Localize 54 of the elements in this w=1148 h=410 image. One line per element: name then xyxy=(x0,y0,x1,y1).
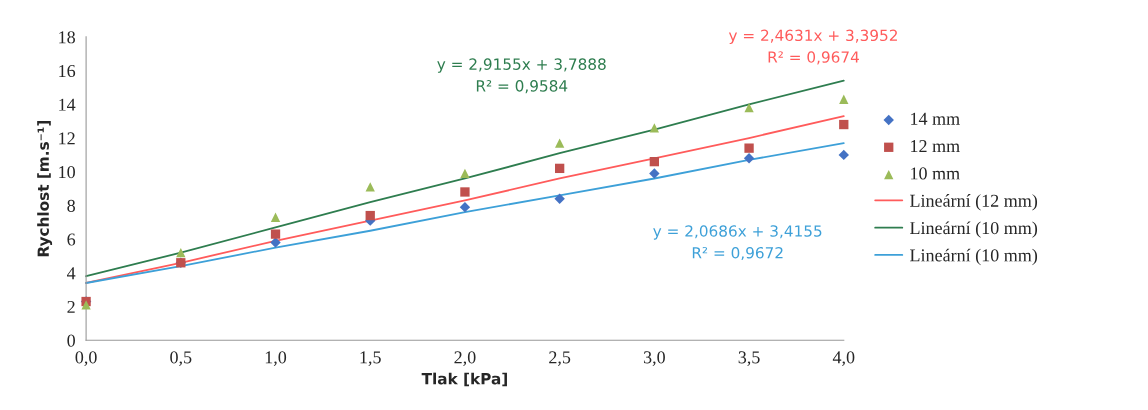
y-axis-title: Rychlost [m.s⁻¹] xyxy=(37,120,53,257)
point xyxy=(649,123,660,133)
x-tick-label: 2,0 xyxy=(454,351,476,367)
legend-label: Lineární (12 mm) xyxy=(910,194,1038,211)
point xyxy=(649,156,660,167)
x-tick-label: 3,5 xyxy=(738,351,760,367)
x-tick-label: 1,5 xyxy=(360,351,381,367)
annotation: y = 2,0686x + 3,4155 R² = 0,9672 xyxy=(653,225,822,261)
x-tick-label: 0,0 xyxy=(75,351,97,367)
y-tick-label: 10 xyxy=(59,166,75,179)
legend-label: 14 mm xyxy=(911,112,960,125)
point xyxy=(81,300,91,310)
y-tick-label: 4 xyxy=(67,267,76,280)
y-tick-label: 18 xyxy=(59,31,75,44)
line-series xyxy=(85,79,845,278)
point xyxy=(459,201,471,213)
y-tick-label: 8 xyxy=(67,199,75,212)
point xyxy=(649,168,660,179)
point xyxy=(554,138,565,148)
point xyxy=(744,143,754,153)
y-tick-label: 16 xyxy=(59,64,76,78)
y-tick-label: 14 xyxy=(59,98,76,111)
legend-label: 10 mm xyxy=(911,167,960,180)
y-tick-label: 0 xyxy=(67,334,75,347)
legend-label: 12 mm xyxy=(911,140,960,153)
y-tick-label: 2 xyxy=(67,300,75,313)
point xyxy=(460,168,470,179)
y-tick-label: 6 xyxy=(67,233,76,246)
point xyxy=(744,103,754,113)
x-tick-label: 1,0 xyxy=(265,351,287,367)
x-tick-label: 3,0 xyxy=(643,351,665,367)
point xyxy=(839,119,849,130)
point xyxy=(460,187,470,197)
x-tick-label: 2,5 xyxy=(549,351,571,367)
y-tick-label: 12 xyxy=(59,132,75,145)
annotation: y = 2,9155x + 3,7888 R² = 0,9584 xyxy=(437,58,606,94)
point xyxy=(839,94,849,104)
point xyxy=(270,237,281,248)
point xyxy=(838,149,849,161)
point xyxy=(743,153,755,164)
legend-label: Lineární (10 mm) xyxy=(910,221,1038,238)
legend-label: Lineární (10 mm) xyxy=(910,248,1038,266)
point xyxy=(270,212,281,222)
x-tick-label: 0,5 xyxy=(170,351,192,367)
point xyxy=(270,229,281,239)
point xyxy=(554,193,565,204)
x-axis-title: Tlak [kPa] xyxy=(421,372,507,387)
annotation: y = 2,4631x + 3,3952 R² = 0,9674 xyxy=(728,29,897,65)
point xyxy=(176,247,186,258)
point xyxy=(554,163,565,174)
x-tick-label: 4,0 xyxy=(832,351,855,367)
line-series xyxy=(85,142,845,284)
point xyxy=(365,182,375,192)
point xyxy=(365,210,375,221)
